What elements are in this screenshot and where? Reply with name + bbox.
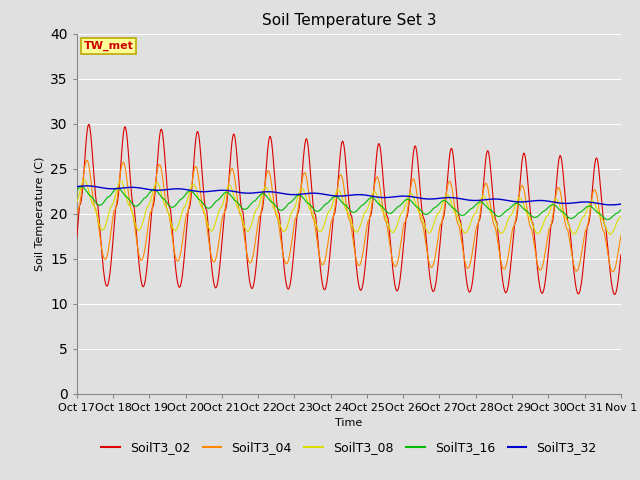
Title: Soil Temperature Set 3: Soil Temperature Set 3 [262, 13, 436, 28]
X-axis label: Time: Time [335, 418, 362, 428]
Y-axis label: Soil Temperature (C): Soil Temperature (C) [35, 156, 45, 271]
Text: TW_met: TW_met [84, 40, 134, 51]
Legend: SoilT3_02, SoilT3_04, SoilT3_08, SoilT3_16, SoilT3_32: SoilT3_02, SoilT3_04, SoilT3_08, SoilT3_… [96, 436, 602, 459]
